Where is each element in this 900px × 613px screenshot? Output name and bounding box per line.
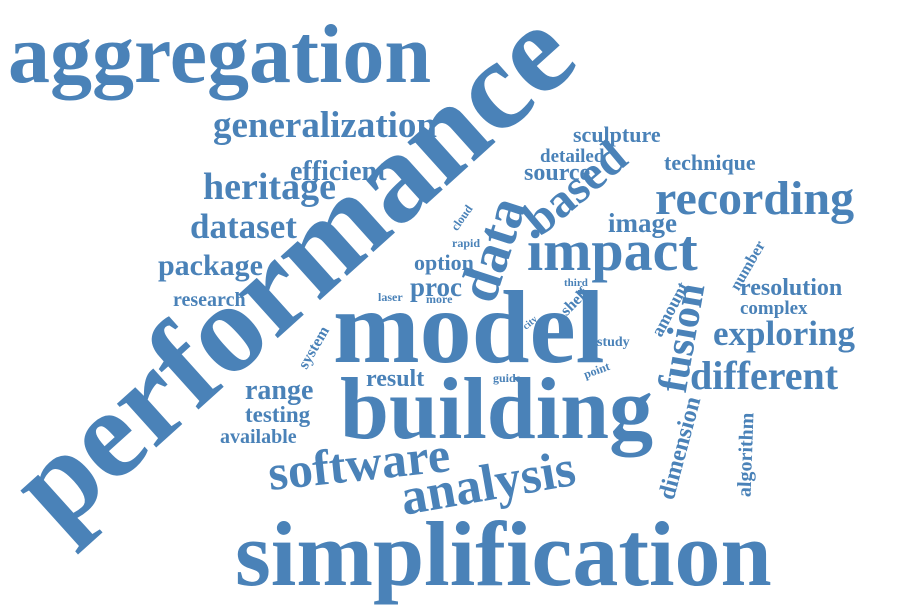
word: generalization — [213, 105, 437, 146]
word: exploring — [713, 314, 855, 353]
word: simplification — [235, 503, 772, 605]
word: available — [220, 426, 297, 448]
word: impact — [527, 218, 698, 283]
word: detailed — [540, 146, 605, 167]
word: algorithm — [734, 412, 759, 497]
word: range — [245, 375, 313, 406]
word: building — [340, 361, 653, 458]
word: more — [426, 292, 453, 306]
word: option — [414, 250, 474, 275]
word: complex — [740, 298, 808, 319]
word: package — [158, 249, 263, 282]
word: different — [690, 353, 839, 398]
word: laser — [378, 290, 403, 304]
word: efficient — [290, 156, 387, 187]
word: study — [597, 335, 630, 350]
word: sculpture — [573, 122, 661, 147]
word: image — [608, 208, 677, 238]
word: model — [333, 270, 605, 385]
word: testing — [245, 402, 311, 427]
word: research — [173, 289, 246, 311]
word: source — [524, 160, 591, 186]
word: rapid — [452, 236, 480, 250]
word: resolution — [740, 275, 842, 301]
word: guide — [493, 371, 522, 385]
word: recording — [655, 172, 854, 225]
word: dataset — [190, 207, 297, 246]
word: heritage — [203, 166, 336, 208]
word: third — [564, 277, 588, 289]
word: aggregation — [8, 8, 431, 101]
word: dimension — [654, 394, 706, 503]
word: technique — [664, 150, 756, 175]
word: proc — [410, 272, 462, 302]
word: result — [366, 366, 424, 392]
